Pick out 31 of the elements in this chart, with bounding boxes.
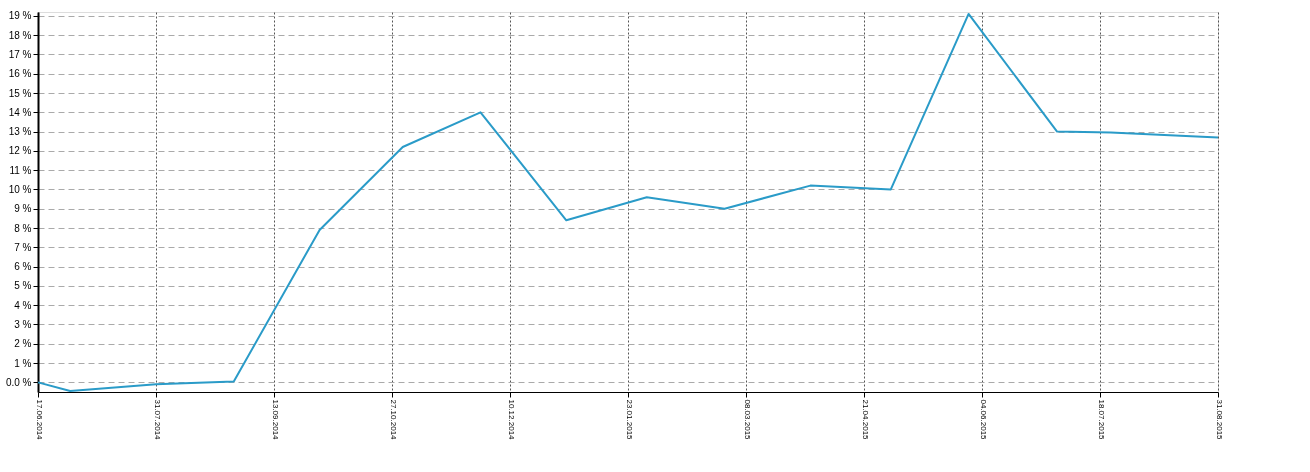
y-tick-label: 2 % [14, 338, 32, 350]
x-tick-label: 13.09.2014 [270, 399, 280, 441]
y-tick-label: 12 % [8, 145, 32, 157]
y-tick-label: 6 % [14, 261, 32, 273]
y-tick-label: 8 % [14, 222, 32, 234]
y-tick-label: 7 % [14, 241, 32, 253]
x-tick-label: 27.10.2014 [388, 399, 398, 441]
y-tick-label: 11 % [9, 164, 32, 176]
x-tick-label: 08.03.2015 [742, 399, 752, 441]
y-tick-label: 17 % [8, 48, 32, 60]
y-tick-label: 1 % [14, 357, 32, 369]
y-tick-label: 14 % [8, 106, 32, 118]
x-tick-label: 31.07.2014 [152, 399, 162, 441]
x-tick-label: 18.07.2015 [1096, 399, 1106, 441]
y-tick-label: 16 % [8, 68, 32, 80]
y-tick-label: 10 % [8, 183, 32, 195]
x-tick-label: 21.04.2015 [860, 399, 870, 441]
y-tick-label: 15 % [8, 87, 32, 99]
y-tick-label: 19 % [8, 10, 32, 22]
y-tick-label: 4 % [14, 299, 32, 311]
y-tick-label: 0.0 % [5, 376, 32, 388]
x-tick-label: 04.06.2015 [978, 399, 988, 441]
y-tick-label: 18 % [8, 29, 32, 41]
x-tick-label: 23.01.2015 [624, 399, 634, 441]
x-tick-label: 17.06.2014 [34, 399, 44, 441]
y-tick-label: 3 % [14, 318, 32, 330]
y-tick-label: 5 % [14, 280, 32, 292]
x-tick-label: 31.08.2015 [1214, 399, 1224, 441]
y-tick-label: 13 % [8, 126, 32, 138]
y-tick-label: 9 % [14, 203, 32, 215]
x-tick-label: 10.12.2014 [506, 399, 516, 441]
